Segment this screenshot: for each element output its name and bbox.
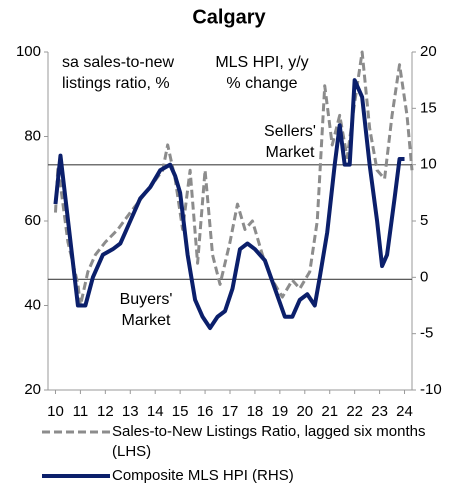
annotation: Market: [266, 144, 315, 161]
legend-swatch: [42, 430, 110, 434]
y2-tick-label: 10: [420, 156, 437, 173]
y2-tick-label: 20: [420, 43, 437, 60]
legend-label: Composite MLS HPI (RHS): [112, 467, 294, 484]
annotation: Market: [122, 312, 171, 329]
x-tick-label: 19: [272, 403, 289, 420]
y-tick-label: 20: [24, 381, 41, 398]
x-tick-label: 11: [73, 403, 89, 420]
annotation: sa sales-to-new: [62, 54, 174, 71]
legend-item: Composite MLS HPI (RHS): [40, 466, 450, 486]
x-tick-label: 10: [47, 403, 64, 420]
x-tick-label: 17: [222, 403, 239, 420]
y2-tick-label: -5: [420, 325, 433, 342]
y-tick-label: 100: [16, 43, 41, 60]
annotation: listings ratio, %: [62, 75, 170, 92]
legend-swatch: [42, 474, 110, 478]
legend-label: Sales-to-New Listings Ratio, lagged six …: [112, 423, 426, 460]
chart-title: Calgary: [192, 6, 266, 28]
y-tick-label: 80: [24, 127, 41, 144]
x-tick-label: 16: [197, 403, 214, 420]
y-tick-label: 60: [24, 212, 41, 229]
x-tick-label: 12: [97, 403, 114, 420]
y-tick-label: 40: [24, 296, 41, 313]
x-tick-label: 24: [396, 403, 413, 420]
annotation: % change: [226, 75, 297, 92]
x-tick-label: 18: [247, 403, 264, 420]
y2-tick-label: -10: [420, 381, 442, 398]
annotation: Sellers': [264, 123, 316, 140]
legend: Sales-to-New Listings Ratio, lagged six …: [40, 422, 450, 490]
y2-tick-label: 0: [420, 268, 428, 285]
x-tick-label: 15: [172, 403, 189, 420]
annotation: Buyers': [120, 291, 173, 308]
legend-item: Sales-to-New Listings Ratio, lagged six …: [40, 422, 450, 462]
chart: Calgary 20 40 60 80 100 -10 -5 0 5 10 15 20 10 11 12 13…: [16, 6, 442, 420]
series-line: [53, 50, 414, 307]
series-line: [53, 78, 405, 331]
y2-tick-label: 5: [420, 212, 428, 229]
x-tick-label: 23: [371, 403, 388, 420]
x-tick-label: 20: [296, 403, 313, 420]
x-tick-label: 21: [321, 403, 338, 420]
x-tick-label: 14: [147, 403, 164, 420]
x-tick-label: 22: [346, 403, 363, 420]
annotation: MLS HPI, y/y: [215, 54, 308, 71]
x-tick-label: 13: [122, 403, 139, 420]
y2-tick-label: 15: [420, 99, 437, 116]
